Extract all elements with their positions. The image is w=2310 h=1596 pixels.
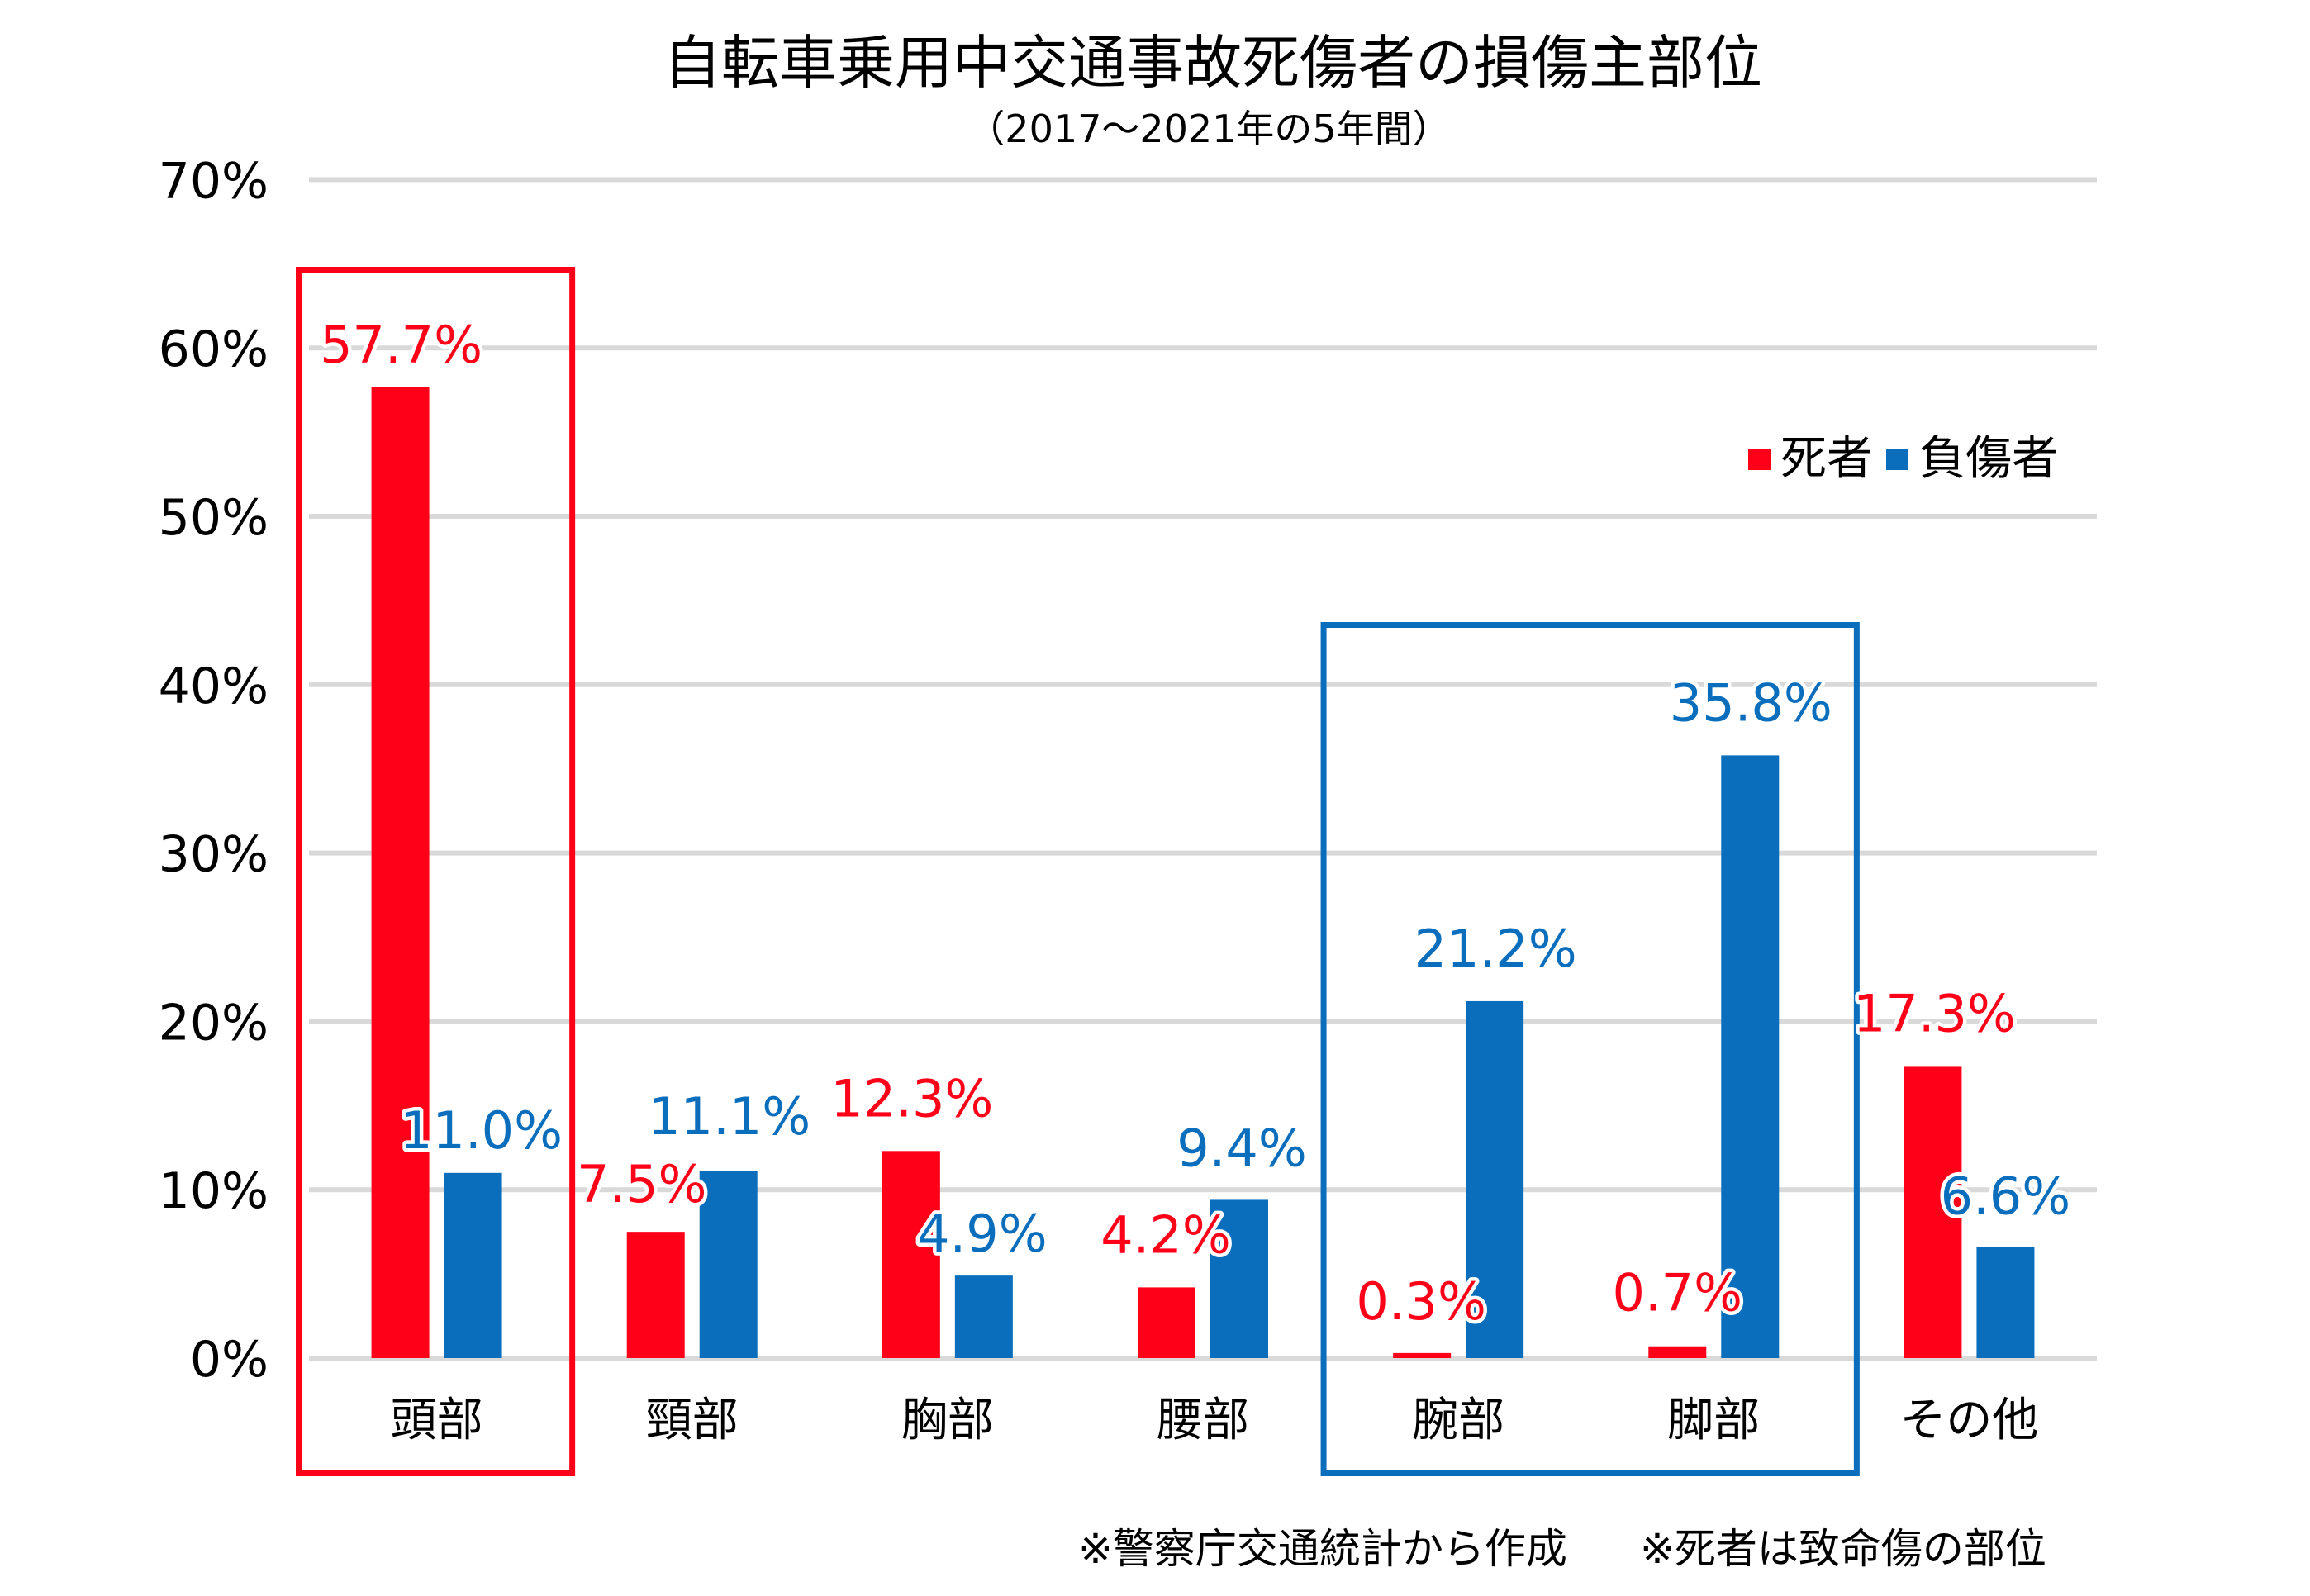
data-label-fatalities: 57.7% — [320, 315, 482, 375]
category-label: 腕部 — [1412, 1394, 1504, 1447]
legend-swatch-fatalities — [1748, 449, 1771, 470]
bar-injuries — [1976, 1247, 2035, 1358]
footnote-source: ※警察庁交通統計から作成 — [1078, 1525, 1567, 1573]
bar-injuries — [1721, 755, 1780, 1358]
bar-injuries — [699, 1171, 758, 1358]
data-label-fatalities: 12.3% — [830, 1068, 993, 1128]
bar-fatalities — [882, 1151, 940, 1358]
bar-fatalities — [1138, 1287, 1195, 1358]
category-label: 頭部 — [391, 1394, 483, 1447]
highlight-box — [1320, 622, 1860, 1476]
bar-injuries — [444, 1172, 502, 1358]
data-label-injuries: 9.4% — [1176, 1118, 1307, 1178]
data-label-injuries: 6.6% — [1941, 1166, 2071, 1226]
y-tick-label: 60% — [159, 321, 269, 378]
chart-subtitle: （2017～2021年の5年間） — [967, 107, 1451, 151]
legend-label-fatalities: 死者 — [1780, 432, 1873, 486]
category-label: 頸部 — [646, 1394, 739, 1447]
legend-label-injuries: 負傷者 — [1919, 432, 2058, 486]
data-label-fatalities: 4.2% — [1100, 1204, 1231, 1265]
legend-swatch-injuries — [1886, 449, 1908, 470]
data-labels: 57.7% 7.5% 12.3% 4.2% 0.3% 0.7% 17.3% 11.0% 11.1… — [316, 311, 2075, 1336]
data-label-injuries: 21.2% — [1414, 919, 1577, 979]
data-label-injuries: 11.1% — [648, 1086, 810, 1147]
data-label-fatalities: 7.5% — [577, 1154, 707, 1214]
data-label-fatalities: 17.3% — [1853, 983, 2016, 1043]
y-tick-label: 0% — [190, 1331, 269, 1389]
category-label: 脚部 — [1667, 1394, 1760, 1447]
y-tick-label: 40% — [159, 658, 269, 715]
data-label-injuries: 11.0% — [400, 1100, 563, 1161]
y-tick-label: 70% — [159, 152, 269, 210]
highlight-box — [296, 267, 576, 1476]
y-axis-tick-labels: 0% 10% 20% 30% 40% 50% 60% 70% — [159, 152, 269, 1389]
y-tick-label: 20% — [159, 994, 269, 1052]
gridlines — [309, 177, 2097, 1361]
bar-injuries — [1210, 1199, 1268, 1358]
footnote-definition: ※死者は致命傷の部位 — [1640, 1525, 2046, 1573]
highlight-boxes — [296, 267, 1860, 1476]
data-label-injuries: 35.8% — [1670, 672, 1832, 733]
bars — [371, 387, 2035, 1359]
bar-fatalities — [1393, 1352, 1452, 1358]
y-tick-label: 10% — [159, 1162, 269, 1220]
bar-fatalities — [371, 387, 430, 1359]
chart-title: 自転車乗用中交通事故死傷者の損傷主部位 — [663, 29, 1762, 97]
category-label: 腰部 — [1157, 1394, 1249, 1447]
y-tick-label: 30% — [159, 826, 269, 884]
bar-fatalities — [626, 1232, 685, 1358]
category-label: 胸部 — [901, 1394, 994, 1447]
bar-injuries — [1466, 1000, 1524, 1358]
category-label: その他 — [1899, 1394, 2038, 1447]
bar-fatalities — [1904, 1066, 1962, 1358]
legend: 死者 負傷者 — [1748, 435, 2058, 484]
bar-injuries — [954, 1275, 1013, 1358]
bar-fatalities — [1648, 1346, 1707, 1358]
y-tick-label: 50% — [159, 489, 269, 547]
data-label-injuries: 4.9% — [917, 1204, 1048, 1264]
data-label-fatalities: 0.7% — [1613, 1263, 1743, 1323]
x-axis-category-labels: 頭部 頸部 胸部 腰部 腕部 脚部 その他 — [391, 1394, 2039, 1447]
data-label-fatalities: 0.3% — [1356, 1271, 1486, 1332]
